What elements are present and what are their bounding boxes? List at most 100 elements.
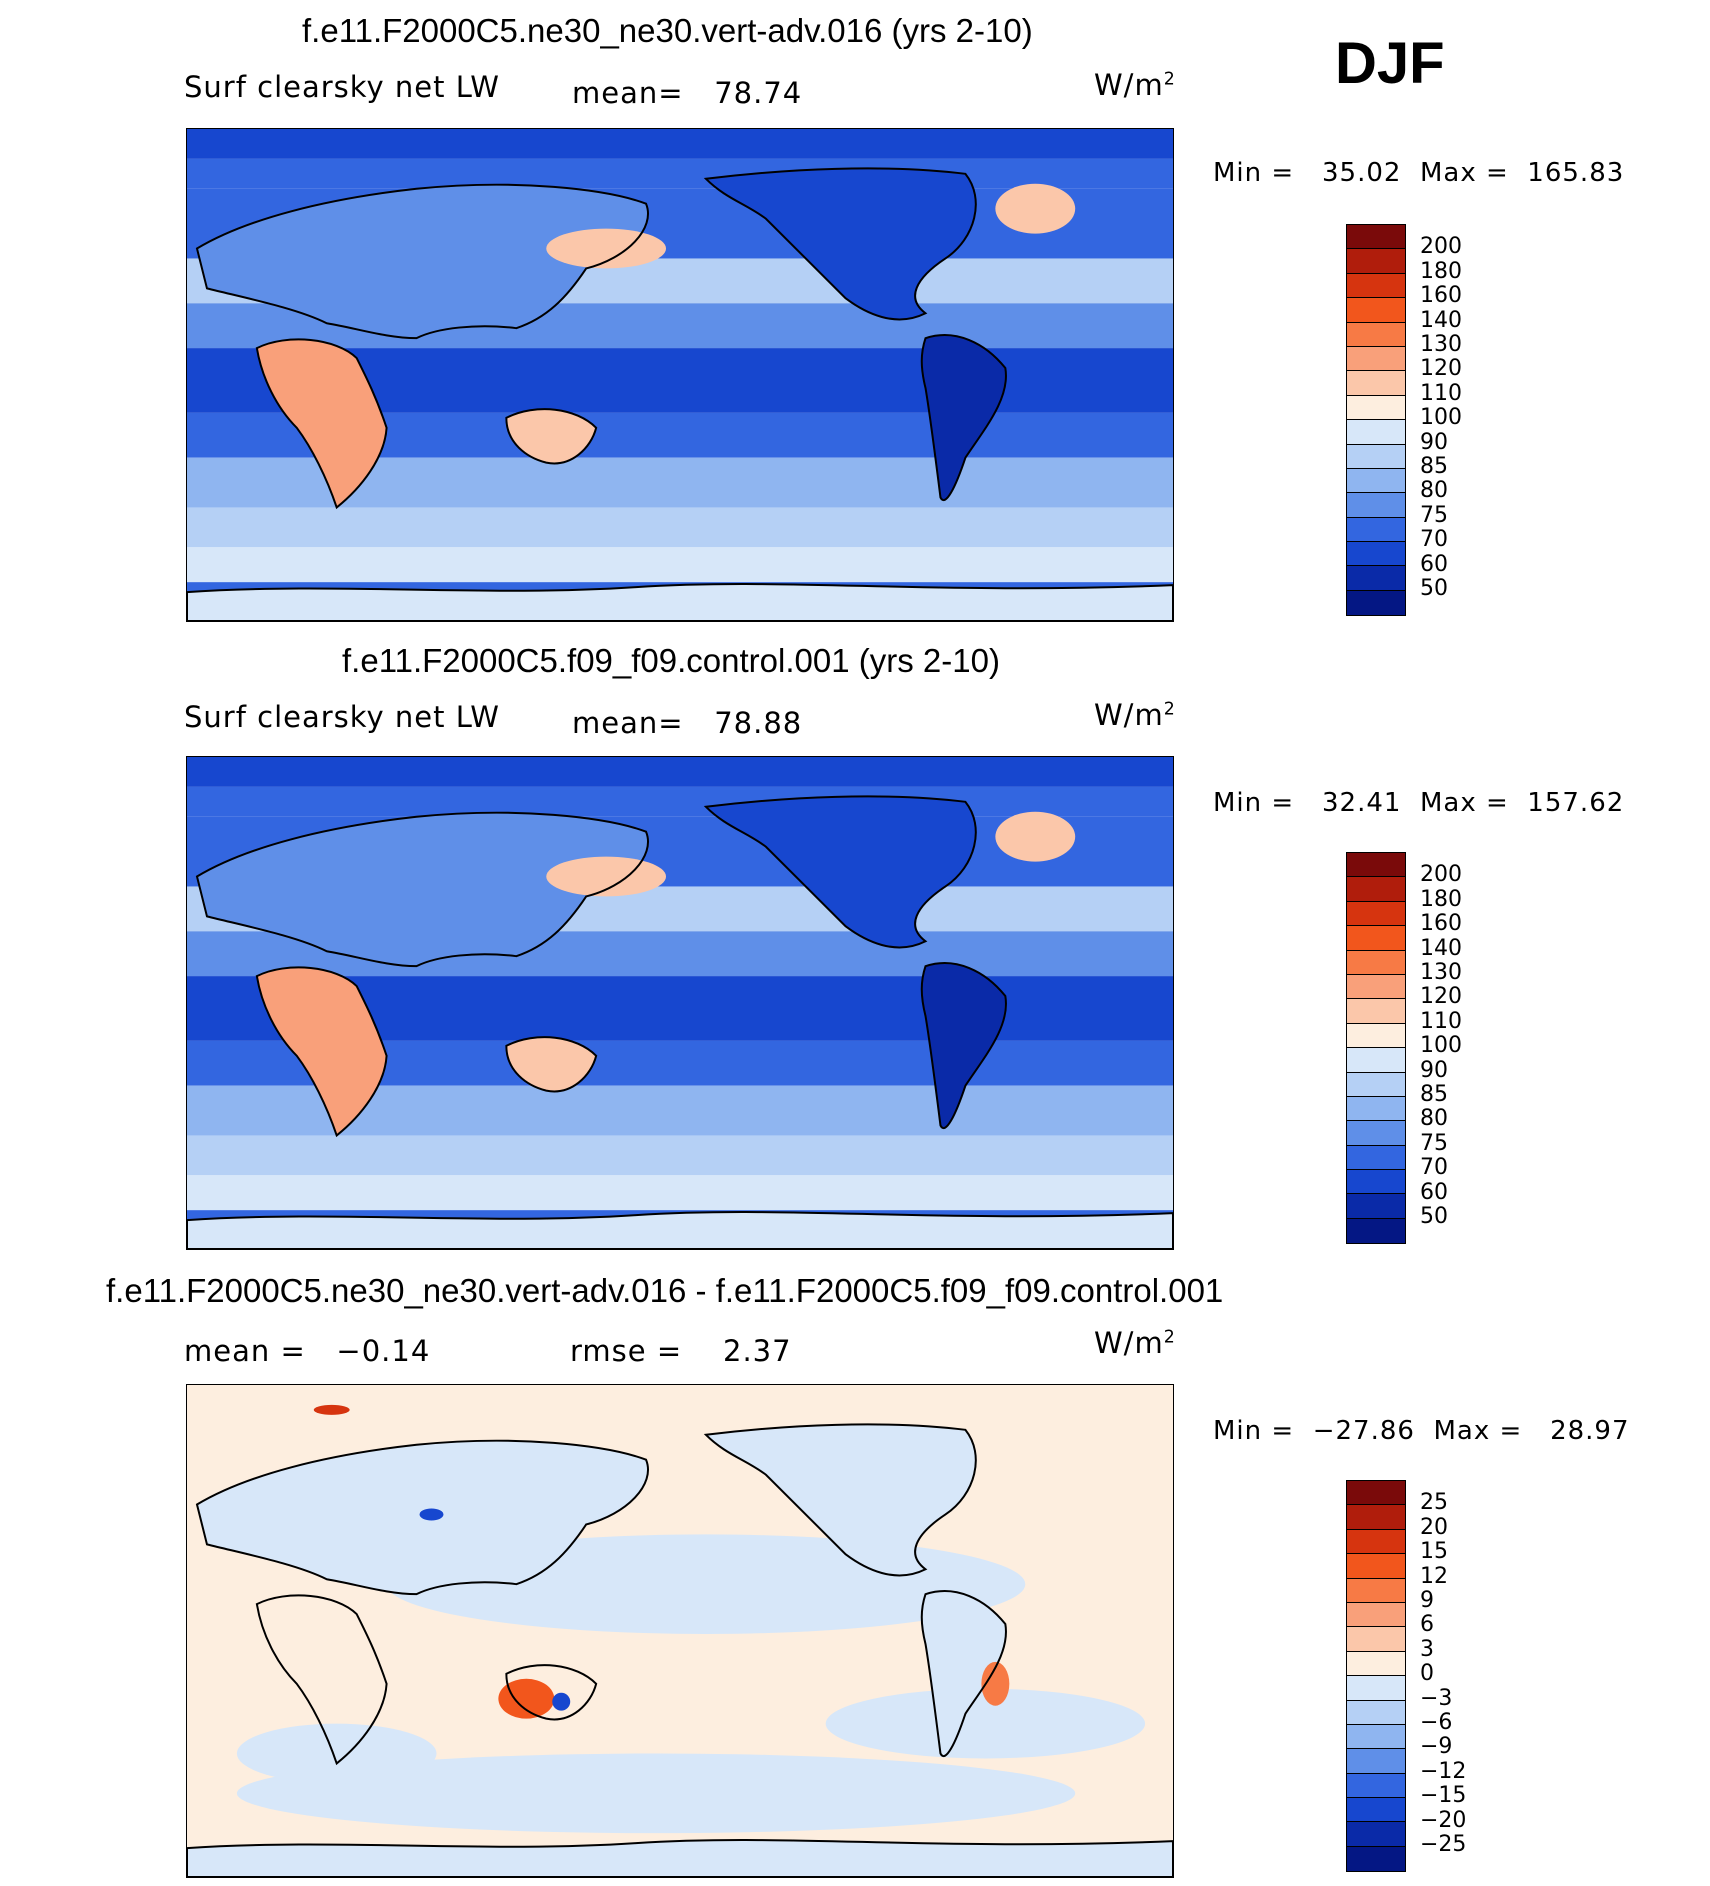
panel2-colorbar <box>1346 852 1406 1245</box>
panel3-mean-label: mean = <box>184 1334 306 1368</box>
panel1-max-value: 165.83 <box>1527 158 1625 188</box>
colorbar-cell <box>1347 590 1405 616</box>
colorbar-label: −12 <box>1420 1758 1467 1784</box>
colorbar-label: 12 <box>1420 1563 1448 1589</box>
panel1-variable: Surf clearsky net LW <box>184 70 500 104</box>
panel3-mean-value: −0.14 <box>336 1334 431 1368</box>
panel3-min-value: −27.86 <box>1312 1416 1415 1446</box>
colorbar-cell <box>1347 1651 1405 1677</box>
panel2-max-label: Max = <box>1419 788 1509 818</box>
colorbar-cell <box>1347 1072 1405 1097</box>
panel3-colorbar <box>1346 1480 1406 1873</box>
panel3-rmse: rmse = 2.37 <box>570 1334 792 1368</box>
colorbar-cell <box>1347 517 1405 543</box>
map-field <box>187 1385 1173 1877</box>
panel3-min-label: Min = <box>1213 1416 1295 1446</box>
colorbar-cell <box>1347 395 1405 421</box>
colorbar-cell <box>1347 950 1405 975</box>
colorbar-cell <box>1347 1700 1405 1725</box>
panel2-mean-label: mean= <box>572 706 684 740</box>
panel2-units: W/m2 <box>1094 698 1176 732</box>
colorbar-cell <box>1347 1023 1405 1049</box>
colorbar-label: 50 <box>1420 1204 1448 1229</box>
colorbar-cell <box>1347 901 1405 927</box>
panel1-minmax: Min = 35.02 Max = 165.83 <box>1213 158 1624 188</box>
colorbar-label: 25 <box>1420 1490 1448 1516</box>
colorbar-cell <box>1347 420 1405 445</box>
colorbar-label: 70 <box>1420 527 1448 553</box>
colorbar-label: 140 <box>1420 935 1462 961</box>
colorbar-cell <box>1347 1822 1405 1847</box>
colorbar-cell <box>1347 1773 1405 1799</box>
colorbar-label: 6 <box>1420 1612 1434 1638</box>
colorbar-label: 130 <box>1420 332 1462 357</box>
colorbar-cell <box>1347 493 1405 518</box>
colorbar-cell <box>1347 1627 1405 1652</box>
colorbar-label: 60 <box>1420 1179 1448 1205</box>
panel1-units: W/m2 <box>1094 68 1176 102</box>
colorbar-label: 160 <box>1420 911 1462 937</box>
colorbar-label: 80 <box>1420 1106 1448 1132</box>
panel2-min-label: Min = <box>1213 788 1295 818</box>
season-label: DJF <box>1335 31 1445 96</box>
colorbar-cell <box>1347 298 1405 323</box>
colorbar-label: 160 <box>1420 283 1462 309</box>
colorbar-label: 180 <box>1420 258 1462 284</box>
colorbar-label: 20 <box>1420 1514 1448 1540</box>
colorbar-label: −6 <box>1420 1710 1453 1735</box>
colorbar-cell <box>1347 1749 1405 1774</box>
colorbar-label: 110 <box>1420 380 1462 406</box>
colorbar-cell <box>1347 1096 1405 1122</box>
map-field <box>187 129 1173 621</box>
colorbar-cell <box>1347 1724 1405 1750</box>
colorbar-label: 3 <box>1420 1636 1434 1662</box>
panel3-units: W/m2 <box>1094 1326 1176 1360</box>
colorbar-cell <box>1347 273 1405 299</box>
colorbar-cell <box>1347 1578 1405 1603</box>
colorbar-cell <box>1347 1798 1405 1823</box>
colorbar-label: 75 <box>1420 1130 1448 1156</box>
colorbar-label: 200 <box>1420 234 1462 260</box>
panel3-title: f.e11.F2000C5.ne30_ne30.vert-adv.016 - f… <box>106 1272 1224 1309</box>
colorbar-cell <box>1347 1529 1405 1555</box>
panel2-min-value: 32.41 <box>1321 788 1402 818</box>
map-field <box>187 757 1173 1249</box>
colorbar-label: 100 <box>1420 1033 1462 1059</box>
panel2-minmax: Min = 32.41 Max = 157.62 <box>1213 788 1624 818</box>
colorbar-cell <box>1347 974 1405 1000</box>
panel1-mean: mean= 78.74 <box>572 76 802 110</box>
panel2-mean: mean= 78.88 <box>572 706 802 740</box>
colorbar-label: 120 <box>1420 984 1462 1010</box>
colorbar-cell <box>1347 542 1405 567</box>
colorbar-label: 100 <box>1420 405 1462 431</box>
panel1-map <box>186 128 1174 622</box>
colorbar-cell <box>1347 249 1405 274</box>
panel1-title: f.e11.F2000C5.ne30_ne30.vert-adv.016 (yr… <box>302 12 1033 49</box>
colorbar-cell <box>1347 1145 1405 1171</box>
panel1-max-label: Max = <box>1419 158 1509 188</box>
panel1-mean-value: 78.74 <box>714 76 803 110</box>
colorbar-label: −9 <box>1420 1734 1453 1760</box>
panel3-minmax: Min = −27.86 Max = 28.97 <box>1213 1416 1630 1446</box>
colorbar-cell <box>1347 444 1405 469</box>
colorbar-cell <box>1347 926 1405 951</box>
panel2-variable: Surf clearsky net LW <box>184 700 500 734</box>
panel1-mean-label: mean= <box>572 76 684 110</box>
colorbar-label: −20 <box>1420 1807 1467 1833</box>
colorbar-label: 60 <box>1420 551 1448 577</box>
colorbar-cell <box>1347 1554 1405 1579</box>
colorbar-cell <box>1347 1170 1405 1195</box>
panel1-colorbar <box>1346 224 1406 617</box>
panel2-mean-value: 78.88 <box>714 706 803 740</box>
colorbar-label: 50 <box>1420 576 1448 601</box>
colorbar-cell <box>1347 371 1405 396</box>
colorbar-cell <box>1347 1121 1405 1146</box>
colorbar-label: 130 <box>1420 960 1462 985</box>
panel3-max-value: 28.97 <box>1550 1416 1630 1446</box>
colorbar-cell <box>1347 999 1405 1024</box>
colorbar-label: 90 <box>1420 1057 1448 1083</box>
colorbar-label: 90 <box>1420 429 1448 455</box>
colorbar-cell <box>1347 566 1405 591</box>
colorbar-cell <box>1347 322 1405 347</box>
colorbar-cell <box>1347 225 1405 250</box>
